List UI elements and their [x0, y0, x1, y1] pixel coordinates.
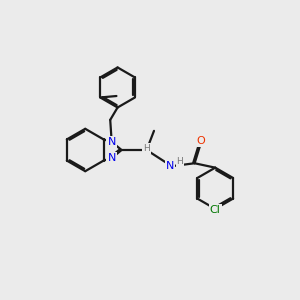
Text: N: N — [107, 137, 116, 147]
Text: O: O — [196, 136, 205, 146]
Text: N: N — [107, 153, 116, 163]
Text: H: H — [143, 144, 150, 153]
Text: H: H — [176, 157, 183, 166]
Text: Cl: Cl — [210, 206, 221, 215]
Text: N: N — [166, 161, 174, 171]
